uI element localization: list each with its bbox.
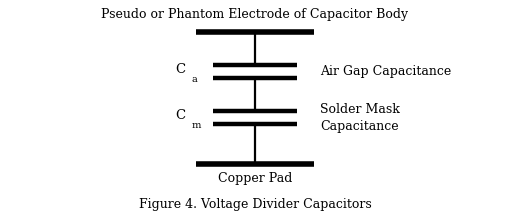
- Text: Copper Pad: Copper Pad: [217, 172, 292, 185]
- Text: Pseudo or Phantom Electrode of Capacitor Body: Pseudo or Phantom Electrode of Capacitor…: [101, 8, 408, 21]
- Text: Air Gap Capacitance: Air Gap Capacitance: [319, 65, 450, 78]
- Text: Solder Mask: Solder Mask: [319, 103, 399, 116]
- Text: a: a: [191, 75, 197, 84]
- Text: C: C: [175, 109, 185, 122]
- Text: C: C: [175, 63, 185, 76]
- Text: Capacitance: Capacitance: [319, 119, 398, 133]
- Text: Figure 4. Voltage Divider Capacitors: Figure 4. Voltage Divider Capacitors: [138, 198, 371, 211]
- Text: m: m: [191, 121, 201, 130]
